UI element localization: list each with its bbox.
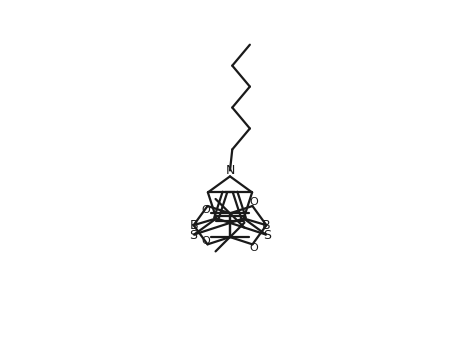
Text: S: S: [189, 229, 197, 242]
Text: O: O: [202, 205, 210, 215]
Text: O: O: [249, 243, 257, 253]
Text: O: O: [202, 236, 210, 246]
Text: B: B: [262, 219, 270, 232]
Text: S: S: [262, 229, 270, 242]
Text: N: N: [225, 165, 234, 177]
Text: O: O: [249, 197, 257, 207]
Text: B: B: [189, 219, 197, 232]
